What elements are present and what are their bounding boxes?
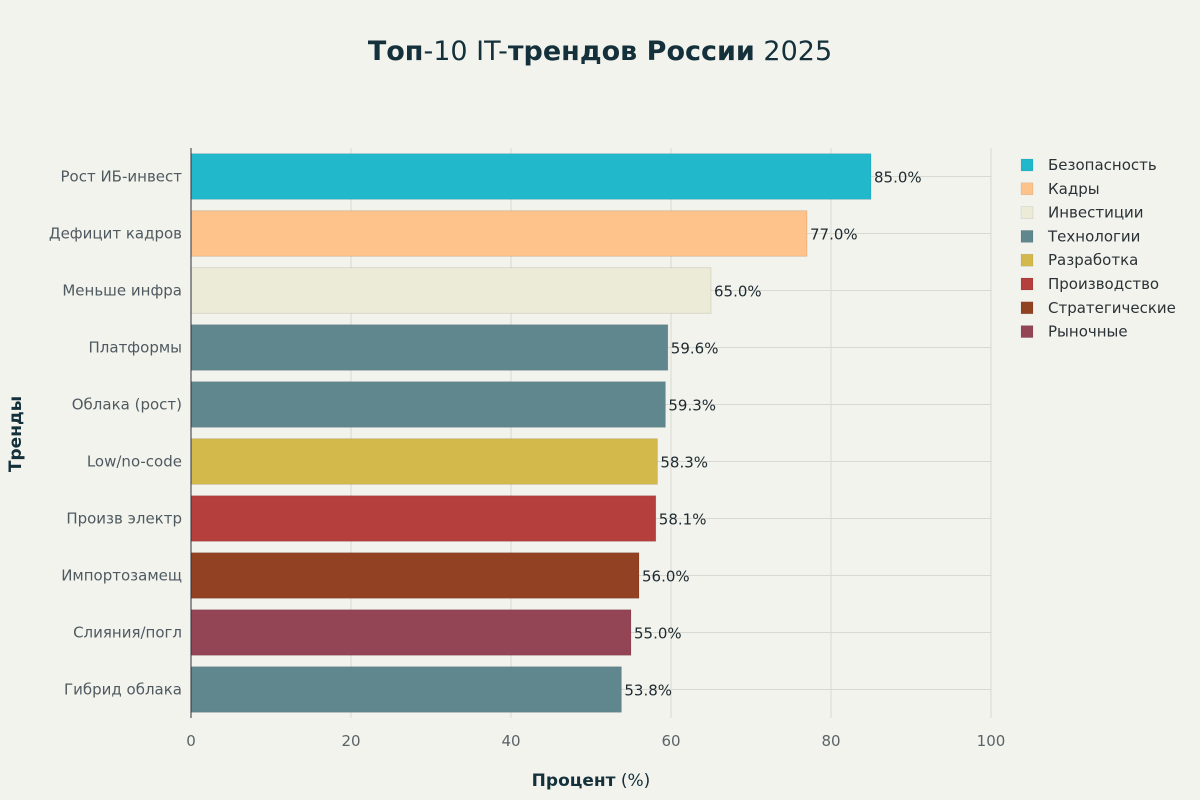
category-label: Произв электр bbox=[66, 510, 182, 528]
bar bbox=[190, 381, 666, 428]
category-label: Меньше инфра bbox=[62, 282, 182, 300]
bar bbox=[190, 210, 808, 257]
category-label: Облака (рост) bbox=[72, 396, 182, 414]
x-tick-label: 80 bbox=[821, 732, 840, 750]
bar bbox=[190, 153, 872, 200]
legend-entry: Безопасность bbox=[1048, 156, 1157, 174]
bar bbox=[190, 495, 657, 542]
legend-entry: Инвестиции bbox=[1048, 204, 1144, 222]
value-label: 77.0% bbox=[810, 226, 858, 244]
x-axis-title-part: Процент bbox=[532, 771, 616, 791]
value-label: 59.6% bbox=[671, 340, 719, 358]
value-label: 58.1% bbox=[659, 511, 707, 529]
value-label: 85.0% bbox=[874, 169, 922, 187]
bar bbox=[190, 267, 712, 314]
x-tick-label: 40 bbox=[501, 732, 520, 750]
x-tick-label: 20 bbox=[341, 732, 360, 750]
bars bbox=[190, 153, 872, 713]
legend-swatch bbox=[1020, 325, 1034, 338]
x-axis-title: Процент (%) bbox=[532, 771, 651, 791]
bar bbox=[190, 666, 622, 713]
legend-swatch bbox=[1020, 253, 1034, 267]
category-label: Импортозамещ bbox=[61, 567, 182, 585]
legend-swatch bbox=[1020, 158, 1034, 172]
x-tick-label: 0 bbox=[186, 732, 196, 750]
legend-entry: Разработка bbox=[1048, 251, 1138, 269]
value-label: 58.3% bbox=[660, 454, 708, 472]
value-labels: 85.0% 77.0% 65.0% 59.6% 59.3% 58.3% 58.1% 56.0%… bbox=[624, 169, 921, 700]
category-label: Рост ИБ-инвест bbox=[60, 168, 182, 186]
category-label: Слияния/погл bbox=[73, 624, 182, 642]
legend-swatch bbox=[1020, 206, 1034, 219]
bar bbox=[190, 324, 669, 371]
y-axis-title: Тренды bbox=[6, 396, 26, 472]
legend-swatch bbox=[1020, 182, 1034, 196]
chart-title-part: 2025 bbox=[755, 36, 832, 67]
x-tick-label: 100 bbox=[977, 732, 1006, 750]
value-label: 59.3% bbox=[668, 397, 716, 415]
legend-entry: Кадры bbox=[1048, 180, 1100, 198]
x-axis-title-part: (%) bbox=[615, 771, 650, 791]
category-label: Платформы bbox=[89, 339, 182, 357]
chart-title-part: -10 IT- bbox=[423, 36, 507, 67]
category-label: Дефицит кадров bbox=[49, 225, 182, 243]
legend-entry: Стратегические bbox=[1048, 299, 1176, 317]
legend-swatch bbox=[1020, 277, 1034, 291]
legend-entry: Технологии bbox=[1047, 227, 1140, 245]
legend-entry: Производство bbox=[1048, 275, 1159, 293]
legend: Безопасность Кадры Инвестиции Технологии Раз… bbox=[1020, 156, 1176, 341]
x-tick-label: 60 bbox=[661, 732, 680, 750]
legend-entry: Рыночные bbox=[1048, 323, 1128, 341]
value-label: 65.0% bbox=[714, 283, 762, 301]
bar bbox=[190, 552, 640, 599]
value-label: 55.0% bbox=[634, 625, 682, 643]
value-label: 56.0% bbox=[642, 568, 690, 586]
x-tick-labels: 0 20 40 60 80 100 bbox=[186, 732, 1005, 750]
chart-title-part: Топ bbox=[368, 36, 424, 67]
legend-swatch bbox=[1020, 301, 1034, 315]
bar bbox=[190, 609, 632, 656]
category-label: Гибрид облака bbox=[64, 681, 182, 699]
value-label: 53.8% bbox=[624, 682, 672, 700]
category-labels: Рост ИБ-инвест Дефицит кадров Меньше инфра… bbox=[49, 168, 182, 699]
chart-title: Топ-10 IT-трендов России 2025 bbox=[368, 36, 832, 67]
chart-title-part: трендов России bbox=[508, 36, 755, 67]
bar bbox=[190, 438, 658, 485]
category-label: Low/no-code bbox=[87, 453, 182, 471]
legend-swatch bbox=[1020, 230, 1034, 243]
